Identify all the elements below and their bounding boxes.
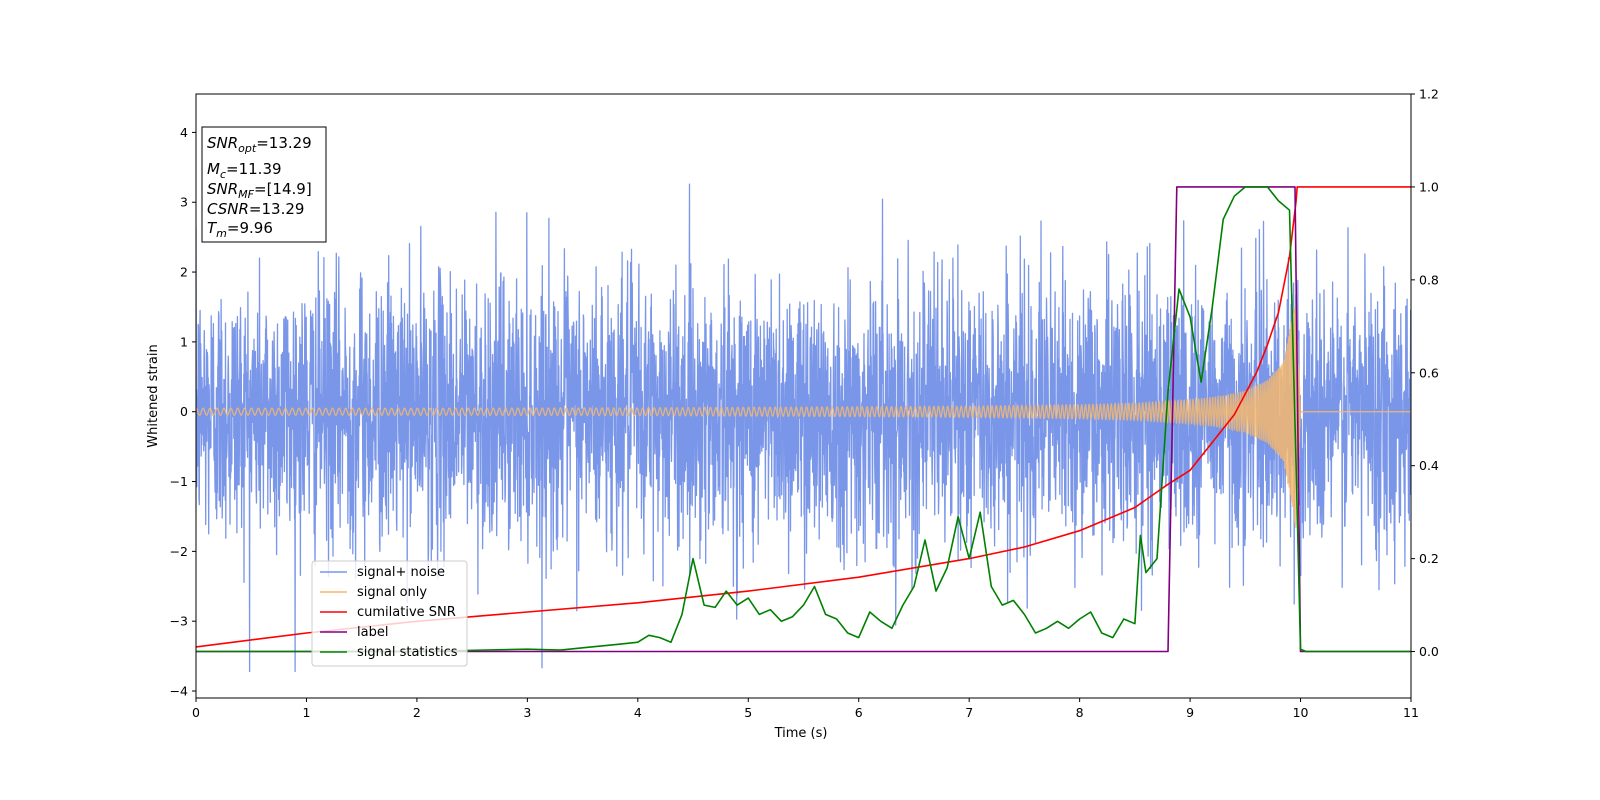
annotation-tm: Tm=9.96 [207,219,273,240]
y-right-tick-label: 0.4 [1419,458,1439,473]
y-left-tick-label: 1 [180,334,188,349]
x-tick-label: 2 [413,705,421,720]
annotation-snr-mf: SNRMF=[14.9] [207,180,312,201]
legend-label-label: label [357,625,388,640]
annotation-mc: Mc=11.39 [207,160,282,181]
legend-label-cumulative-snr: cumilative SNR [357,605,456,620]
legend-label-signal-only: signal only [357,585,427,600]
legend-label-signal-statistics: signal statistics [357,645,458,660]
y-left-tick-label: −4 [170,684,188,699]
x-tick-label: 8 [1076,705,1084,720]
y-right-tick-label: 1.0 [1419,179,1439,194]
y-left-tick-label: −2 [170,544,188,559]
plot-frame [195,93,1412,699]
x-tick-label: 10 [1293,705,1309,720]
y-left-tick-label: 3 [180,195,188,210]
legend: signal+ noise signal only cumilative SNR… [311,560,468,667]
y-axis-left: −4 −3 −2 −1 0 1 2 3 4 [170,125,196,699]
y-right-tick-label: 0.2 [1419,551,1439,566]
y-left-tick-label: 2 [180,265,188,280]
x-axis: 0 1 2 3 4 5 6 7 8 9 10 11 [192,698,1419,720]
y-left-tick-label: −3 [170,614,188,629]
series-signal-statistics [196,186,1411,653]
x-tick-label: 9 [1186,705,1194,720]
x-axis-label: Time (s) [774,726,828,741]
x-tick-label: 7 [965,705,973,720]
x-tick-label: 1 [302,705,310,720]
y-axis-right: 0.0 0.2 0.4 0.6 0.8 1.0 1.2 [1411,87,1439,659]
x-tick-label: 5 [744,705,752,720]
annotation-box: SNRopt=13.29 Mc=11.39 SNRMF=[14.9] CSNR=… [201,126,327,243]
y-left-tick-label: 0 [180,404,188,419]
series-cumulative-snr [196,186,1411,648]
x-tick-label: 6 [855,705,863,720]
y-axis-label: Whitened strain [146,344,161,447]
x-tick-label: 4 [634,705,642,720]
y-right-tick-label: 0.0 [1419,644,1439,659]
plot-area [195,93,1412,699]
annotation-csnr: CSNR=13.29 [207,200,304,218]
y-right-tick-label: 1.2 [1419,87,1439,102]
y-left-tick-label: −1 [170,474,188,489]
y-left-tick-label: 4 [180,125,188,140]
y-right-tick-label: 0.8 [1419,272,1439,287]
y-right-tick-label: 0.6 [1419,365,1439,380]
x-tick-label: 3 [523,705,531,720]
x-tick-label: 11 [1403,705,1419,720]
x-tick-label: 0 [192,705,200,720]
legend-label-signal-noise: signal+ noise [357,565,445,580]
annotation-snr-opt: SNRopt=13.29 [207,134,312,155]
series-signal-only [196,296,1411,528]
